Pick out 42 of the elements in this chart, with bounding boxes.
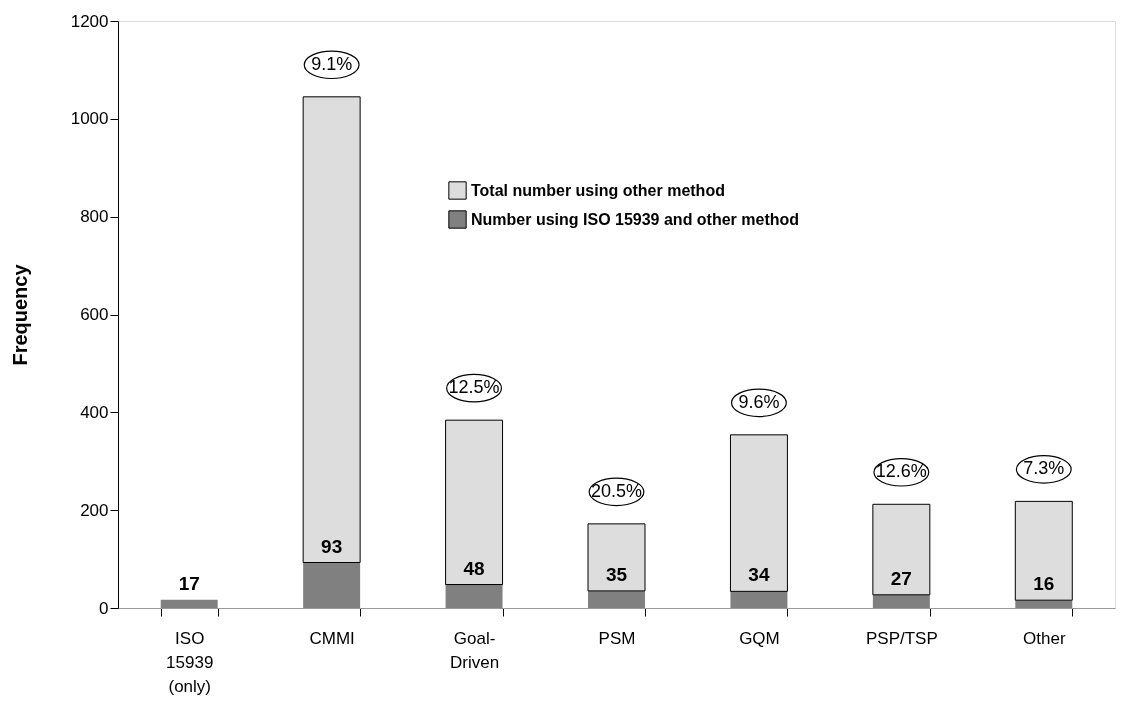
- annotation: 7.3%: [1023, 458, 1065, 479]
- data-label: 34: [748, 564, 770, 586]
- bar: [445, 584, 503, 608]
- bar: [729, 434, 788, 592]
- x-tick-label: ISO 15939 (only): [166, 628, 214, 696]
- y-tick-label: 0: [99, 598, 109, 618]
- x-tick-label: PSP/TSP: [865, 628, 938, 648]
- y-tick-label: 600: [80, 305, 109, 324]
- legend-label: Total number using other method: [471, 181, 725, 199]
- annotation: 9.6%: [738, 391, 780, 412]
- bar: [445, 419, 504, 586]
- bar: [303, 562, 361, 608]
- bar: [160, 599, 218, 608]
- bar: [302, 96, 361, 564]
- bar: [1014, 500, 1073, 601]
- y-axis-title: Frequency: [8, 263, 31, 366]
- x-tick-label: PSM: [598, 628, 636, 648]
- bar: [872, 503, 931, 596]
- bar: [587, 523, 646, 592]
- y-tick-label: 800: [80, 207, 109, 227]
- x-tick-label: Other: [1023, 628, 1066, 648]
- x-tick-label: CMMI: [309, 628, 355, 648]
- annotation: 9.1%: [311, 53, 353, 74]
- x-tick-label: GQM: [739, 628, 780, 648]
- data-label: 93: [321, 535, 343, 557]
- bar: [588, 590, 645, 608]
- data-label: 17: [178, 572, 200, 594]
- data-label: 48: [463, 557, 485, 579]
- y-tick-label: 1000: [70, 109, 109, 129]
- y-tick-label: 1200: [70, 11, 109, 31]
- x-tick-label: Goal-Driven: [450, 628, 500, 672]
- legend-label: Number using ISO 15939 and other method: [471, 210, 800, 228]
- data-label: 27: [890, 567, 912, 589]
- y-tick-label: 200: [80, 500, 109, 520]
- y-tick-label: 400: [80, 402, 109, 422]
- annotation: 12.6%: [875, 461, 927, 482]
- bar: [872, 594, 930, 608]
- annotation: 20.5%: [590, 480, 643, 501]
- annotation: 12.5%: [448, 377, 500, 398]
- bar: [730, 591, 788, 608]
- data-label: 35: [605, 563, 628, 585]
- data-label: 16: [1033, 573, 1055, 595]
